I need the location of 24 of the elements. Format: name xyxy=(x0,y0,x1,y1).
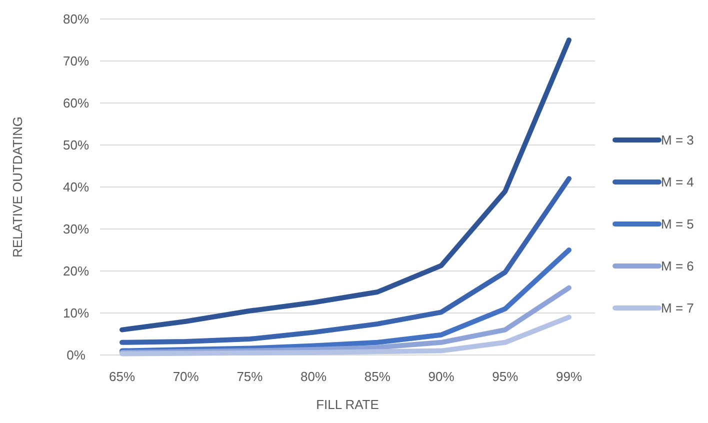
x-tick-label: 70% xyxy=(172,369,200,384)
legend-label: M = 4 xyxy=(661,174,694,190)
y-tick-label: 10% xyxy=(62,306,90,321)
x-tick-label: 75% xyxy=(236,369,264,384)
y-tick-label: 80% xyxy=(62,12,90,27)
x-tick-label: 90% xyxy=(428,369,455,384)
y-tick-label: 30% xyxy=(62,222,90,237)
x-tick-label: 65% xyxy=(108,369,136,384)
y-tick-label: 20% xyxy=(62,264,90,279)
x-tick-label: 99% xyxy=(556,369,582,384)
x-tick-label: 95% xyxy=(492,369,519,384)
y-tick-label: 0% xyxy=(66,348,86,363)
x-axis-title: FILL RATE xyxy=(316,397,380,412)
legend-label: M = 7 xyxy=(661,300,694,316)
x-tick-label: 85% xyxy=(364,369,391,384)
y-tick-label: 70% xyxy=(62,54,90,69)
y-axis-title: RELATIVE OUTDATING xyxy=(10,116,25,258)
y-tick-label: 50% xyxy=(62,138,90,153)
y-tick-label: 40% xyxy=(62,180,90,195)
legend-label: M = 6 xyxy=(661,258,694,274)
x-tick-label: 80% xyxy=(300,369,328,384)
legend-label: M = 3 xyxy=(661,132,694,148)
y-tick-label: 60% xyxy=(62,96,90,111)
legend-label: M = 5 xyxy=(661,216,694,232)
